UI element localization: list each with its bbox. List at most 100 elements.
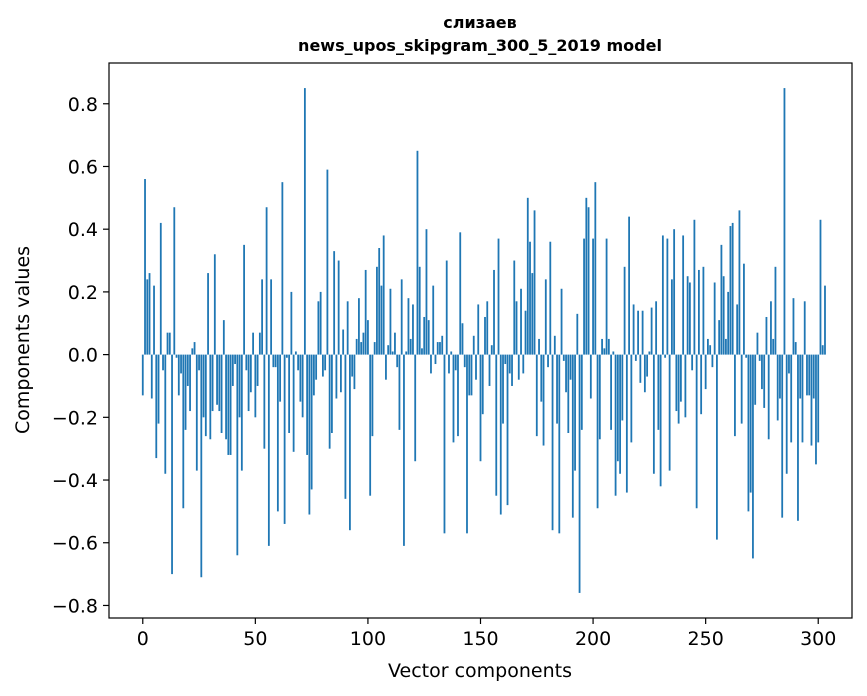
- bar-288: [790, 354, 793, 443]
- bar-209: [612, 351, 615, 355]
- bar-56: [267, 354, 270, 546]
- bar-199: [589, 354, 592, 399]
- bar-73: [306, 354, 309, 455]
- bar-68: [294, 351, 297, 355]
- bar-259: [725, 338, 727, 355]
- bar-138: [452, 354, 455, 443]
- bar-230: [659, 354, 662, 487]
- bar-220: [637, 310, 640, 355]
- y-tick-label: −0.8: [52, 595, 98, 617]
- bar-204: [601, 338, 603, 355]
- bar-46: [245, 354, 248, 371]
- bar-203: [598, 354, 601, 440]
- bar-224: [646, 354, 649, 377]
- x-tick-label: 200: [575, 628, 611, 650]
- bar-34: [218, 354, 221, 412]
- bar-105: [378, 248, 381, 355]
- bar-222: [641, 310, 644, 355]
- bar-22: [191, 348, 194, 355]
- bar-130: [434, 354, 437, 365]
- bar-140: [457, 354, 459, 437]
- bar-1: [144, 179, 146, 355]
- bar-55: [265, 207, 268, 355]
- bar-300: [817, 354, 820, 443]
- bar-245: [693, 219, 696, 355]
- bar-137: [450, 351, 453, 355]
- bar-173: [531, 273, 534, 355]
- bar-63: [283, 354, 286, 524]
- bar-219: [634, 354, 637, 361]
- bar-101: [369, 354, 372, 496]
- bar-272: [754, 354, 757, 405]
- y-tick-label: −0.2: [52, 407, 98, 429]
- bar-260: [727, 291, 730, 355]
- bar-210: [614, 354, 617, 496]
- bar-264: [736, 304, 739, 355]
- bar-98: [362, 332, 365, 355]
- bar-228: [655, 301, 658, 355]
- bar-142: [461, 323, 464, 355]
- bar-154: [488, 354, 491, 386]
- bar-90: [344, 354, 347, 499]
- bar-25: [198, 354, 200, 371]
- bar-26: [200, 354, 203, 578]
- bar-132: [439, 342, 441, 355]
- bar-211: [616, 354, 619, 462]
- bar-231: [661, 235, 664, 355]
- bar-229: [657, 354, 660, 430]
- bar-236: [673, 229, 676, 355]
- bar-5: [153, 285, 155, 355]
- bar-182: [551, 354, 554, 531]
- bar-35: [220, 354, 223, 433]
- bar-81: [324, 354, 327, 371]
- bar-183: [553, 335, 556, 355]
- bar-165: [513, 260, 516, 355]
- bar-60: [276, 354, 279, 512]
- bar-153: [486, 301, 489, 355]
- bar-176: [538, 338, 540, 355]
- bar-131: [436, 342, 439, 355]
- bar-86: [335, 354, 338, 399]
- bar-253: [711, 354, 714, 368]
- bar-76: [312, 354, 315, 396]
- bar-139: [454, 354, 457, 371]
- bar-170: [524, 310, 527, 355]
- bar-250: [704, 354, 707, 390]
- bar-13: [171, 354, 173, 575]
- bar-7: [157, 354, 160, 424]
- bar-93: [351, 354, 354, 377]
- bar-216: [628, 216, 631, 355]
- bar-190: [569, 354, 572, 380]
- bar-263: [734, 354, 736, 437]
- bar-45: [243, 244, 245, 355]
- bar-88: [340, 354, 342, 393]
- bar-44: [240, 354, 243, 471]
- bar-41: [234, 354, 236, 365]
- bar-110: [389, 288, 392, 355]
- bar-61: [279, 354, 282, 402]
- bar-43: [238, 354, 241, 418]
- bar-36: [222, 320, 225, 355]
- bar-112: [394, 332, 396, 355]
- bar-232: [664, 354, 667, 358]
- bar-65: [288, 354, 291, 433]
- bar-111: [391, 351, 394, 355]
- bar-39: [229, 354, 232, 455]
- bar-117: [405, 351, 408, 355]
- bar-187: [562, 354, 565, 361]
- bar-152: [484, 316, 486, 355]
- bar-205: [603, 348, 606, 355]
- bar-299: [815, 354, 817, 465]
- bar-247: [697, 269, 700, 355]
- bar-303: [824, 285, 826, 355]
- bar-107: [382, 235, 385, 355]
- bar-160: [502, 354, 504, 424]
- bar-2: [146, 279, 149, 355]
- bar-79: [319, 291, 322, 355]
- bar-97: [360, 342, 363, 355]
- bar-262: [731, 222, 734, 355]
- bar-179: [544, 279, 547, 355]
- bar-69: [297, 354, 300, 371]
- bar-186: [560, 288, 563, 355]
- bar-266: [740, 354, 743, 424]
